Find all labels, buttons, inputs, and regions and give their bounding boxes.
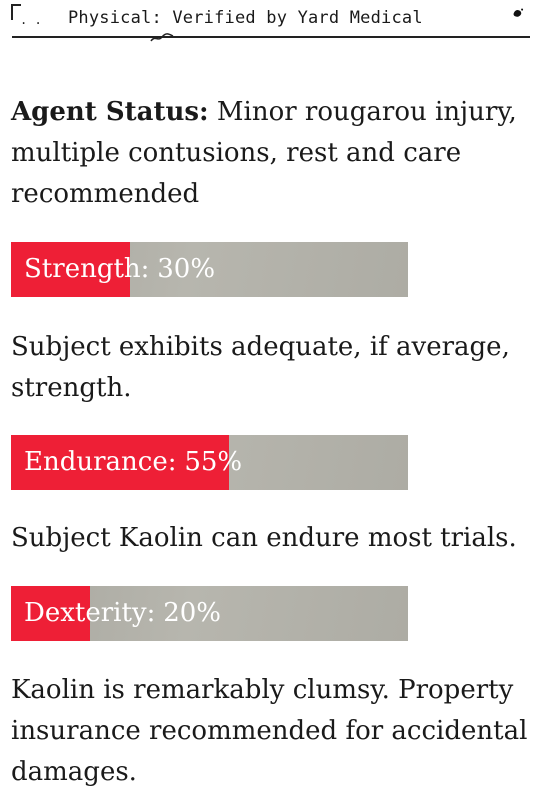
strength-description: Subject exhibits adequate, if average, s… [11,332,510,403]
dexterity-name: Dexterity [24,598,147,628]
corner-bracket-icon [11,4,21,20]
ink-splat-icon [512,8,523,19]
strength-label: Strength: 30% [24,254,216,284]
endurance-value: 55% [184,447,243,477]
strength-bar-fill [11,242,131,297]
endurance-description: Subject Kaolin can endure most trials. [11,523,517,553]
agent-status: Agent Status: Minor rougarou injury, mul… [11,92,531,215]
agent-status-label: Agent Status: [11,97,209,127]
header-title: Physical: Verified by Yard Medical [68,8,423,28]
header-divider [12,36,530,38]
ink-squiggle-icon [150,33,174,42]
dexterity-value: 20% [163,598,221,628]
dexterity-bar-fill [11,586,91,641]
endurance-bar: Endurance: 55% [11,435,408,490]
strength-name: Strength [24,254,141,284]
endurance-label: Endurance: 55% [24,447,243,477]
dexterity-description: Kaolin is remarkably clumsy. Property in… [11,675,528,787]
header: . . Physical: Verified by Yard Medical [0,0,540,42]
corner-dots: . . [20,13,42,27]
strength-value: 30% [157,254,216,284]
strength-bar: Strength: 30% [11,242,408,297]
dexterity-label: Dexterity: 20% [24,598,221,628]
endurance-name: Endurance [24,447,168,477]
agent-status-value: Minor rougarou injury, multiple contusio… [11,97,517,209]
dexterity-bar: Dexterity: 20% [11,586,408,641]
endurance-bar-fill [11,435,230,490]
